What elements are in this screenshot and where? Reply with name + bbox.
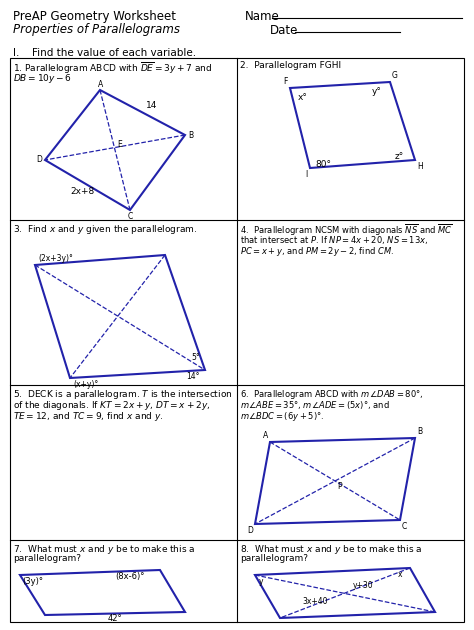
Text: z°: z° [395,152,404,161]
Text: P: P [337,482,342,491]
Text: 6.  Parallelogram ABCD with $m\angle DAB=80°$,: 6. Parallelogram ABCD with $m\angle DAB=… [240,388,423,401]
Text: $m\angle ABE=35°$, $m\angle ADE=(5x)°$, and: $m\angle ABE=35°$, $m\angle ADE=(5x)°$, … [240,399,390,411]
Text: G: G [392,71,398,80]
Text: 42°: 42° [108,614,122,623]
Text: B: B [417,427,422,436]
Text: $TE=12$, and $TC=9$, find $x$ and $y$.: $TE=12$, and $TC=9$, find $x$ and $y$. [13,410,164,423]
Text: x°: x° [298,93,308,102]
Text: I.: I. [13,48,19,58]
Text: Name: Name [245,10,280,23]
Text: D: D [247,526,253,535]
Text: (2x+3y)°: (2x+3y)° [38,254,73,263]
Text: 2.  Parallelogram FGHI: 2. Parallelogram FGHI [240,61,341,70]
Text: 2x+8: 2x+8 [70,187,95,196]
Text: A: A [99,80,104,89]
Text: 14°: 14° [186,372,200,381]
Text: $DB=10y-6$: $DB=10y-6$ [13,72,72,85]
Text: C: C [128,212,133,221]
Text: y: y [259,577,264,586]
Text: y°: y° [372,87,382,96]
Text: I: I [306,170,308,179]
Text: 7.  What must $x$ and $y$ be to make this a: 7. What must $x$ and $y$ be to make this… [13,543,195,556]
Text: 1. Parallelogram ABCD with $\overline{DE}=3y+7$ and: 1. Parallelogram ABCD with $\overline{DE… [13,61,212,76]
Text: 3x+40: 3x+40 [302,597,328,605]
Text: (x+y)°: (x+y)° [73,380,98,389]
Text: H: H [417,162,423,171]
Text: (8x-6)°: (8x-6)° [115,572,145,581]
Text: 3.  Find $x$ and $y$ given the parallelogram.: 3. Find $x$ and $y$ given the parallelog… [13,223,197,236]
Text: of the diagonals. If $KT=2x+y$, $DT=x+2y$,: of the diagonals. If $KT=2x+y$, $DT=x+2y… [13,399,210,412]
Text: Properties of Parallelograms: Properties of Parallelograms [13,23,180,36]
Text: 8.  What must $x$ and $y$ be to make this a: 8. What must $x$ and $y$ be to make this… [240,543,422,556]
Text: (3y)°: (3y)° [22,577,43,586]
Text: PreAP Geometry Worksheet: PreAP Geometry Worksheet [13,10,176,23]
Text: parallelogram?: parallelogram? [240,554,308,563]
Text: x: x [398,570,402,579]
Text: B: B [188,130,193,139]
Text: F: F [283,77,288,86]
Text: 5°: 5° [191,353,200,362]
Text: 14: 14 [146,101,157,110]
Text: $PC=x+y$, and $PM=2y-2$, find $CM$.: $PC=x+y$, and $PM=2y-2$, find $CM$. [240,245,394,258]
Text: 5.  DECK is a parallelogram. $T$ is the intersection: 5. DECK is a parallelogram. $T$ is the i… [13,388,233,401]
Text: y+30: y+30 [353,581,374,590]
Text: D: D [36,156,42,164]
Text: that intersect at $P$. If $NP=4x+20$, $NS=13x$,: that intersect at $P$. If $NP=4x+20$, $N… [240,234,428,246]
Text: Find the value of each variable.: Find the value of each variable. [32,48,196,58]
Text: $m\angle BDC=(6y+5)°$.: $m\angle BDC=(6y+5)°$. [240,410,324,423]
Text: A: A [263,431,268,440]
Text: parallelogram?: parallelogram? [13,554,81,563]
Text: 80°: 80° [315,160,331,169]
Text: E: E [117,140,122,149]
Text: 4.  Parallelogram NCSM with diagonals $\overline{NS}$ and $\overline{MC}$: 4. Parallelogram NCSM with diagonals $\o… [240,223,453,238]
Text: C: C [402,522,407,531]
Text: Date: Date [270,24,298,37]
Bar [10,58,464,622]
